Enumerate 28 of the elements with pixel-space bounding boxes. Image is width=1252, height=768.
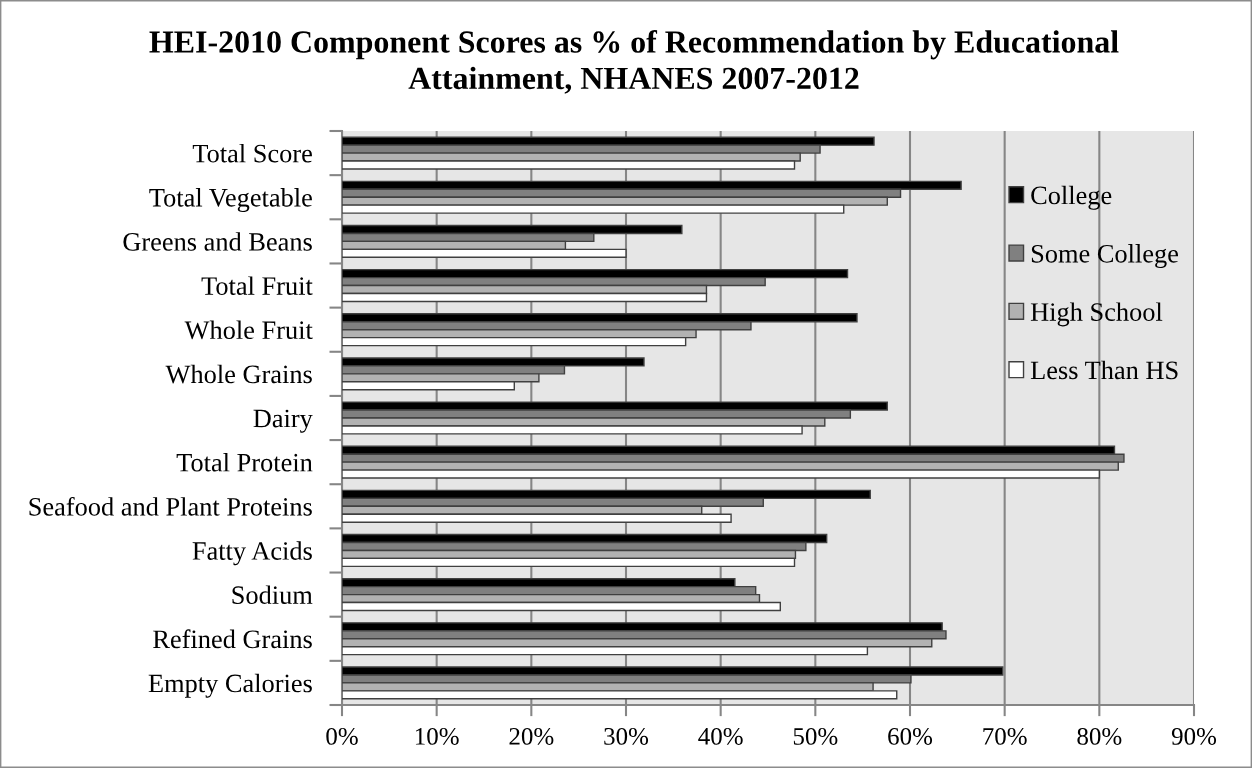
legend-label: Less Than HS (1030, 360, 1178, 380)
y-tick-label: Whole Grains (165, 364, 312, 384)
x-tick-label: 60% (888, 727, 933, 745)
y-tick-label: Dairy (253, 409, 313, 433)
chart-title: HEI-2010 Component Scores as % of Recommendation by Educational Attainment, NHANES 2007-2012 (149, 30, 1119, 94)
x-tick-label: 70% (983, 727, 1027, 745)
y-tick-label: Empty Calories (148, 673, 312, 698)
y-tick-label: Fatty Acids (192, 541, 312, 566)
x-tick-label: 80% (1077, 727, 1122, 745)
x-tick-label: 20% (509, 727, 554, 745)
x-tick-label: 40% (698, 727, 743, 745)
y-tick-label: Total Score (192, 143, 312, 163)
x-tick-label: 90% (1171, 727, 1217, 745)
y-tick-label: Seafood and Plant Proteins (29, 496, 312, 516)
y-tick-label: Total Vegetable (149, 188, 312, 213)
x-tick-label: 0% (326, 727, 358, 745)
y-tick-label: Total Protein (176, 453, 313, 472)
legend-label: College (1031, 185, 1112, 210)
y-tick-label: Whole Fruit (184, 320, 313, 340)
x-tick-label: 30% (604, 727, 649, 745)
y-tick-label: Sodium (232, 585, 313, 605)
y-tick-label: Refined Grains (153, 629, 312, 649)
y-tick-label: Greens and Beans (123, 232, 312, 251)
legend-label: High School (1030, 302, 1163, 327)
x-tick-label: 10% (415, 727, 459, 745)
legend-label: Some College (1031, 244, 1178, 269)
y-tick-label: Total Fruit (201, 276, 313, 295)
x-tick-label: 50% (793, 727, 838, 745)
